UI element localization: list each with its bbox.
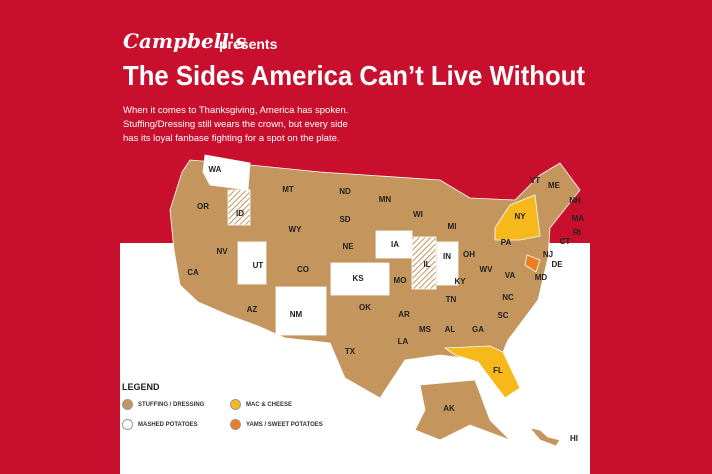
legend-item: STUFFING / DRESSING bbox=[122, 399, 222, 410]
presents: presents bbox=[219, 36, 278, 52]
state-label: LA bbox=[398, 337, 409, 346]
state-label: MS bbox=[419, 325, 432, 334]
state-label: FL bbox=[493, 366, 503, 375]
state-label: HI bbox=[570, 434, 578, 443]
legend-label: STUFFING / DRESSING bbox=[138, 401, 205, 408]
state-label: NJ bbox=[543, 250, 553, 259]
state-label: NV bbox=[216, 247, 228, 256]
state-label: NC bbox=[502, 293, 514, 302]
state-label: AL bbox=[445, 325, 456, 334]
legend-swatch bbox=[122, 399, 133, 410]
state-ny bbox=[494, 194, 541, 241]
state-label: WV bbox=[480, 265, 494, 274]
brand: Campbell's bbox=[123, 29, 246, 53]
legend-label: MASHED POTATOES bbox=[138, 421, 198, 428]
state-nm bbox=[275, 286, 327, 336]
state-label: CO bbox=[297, 265, 309, 274]
state-label: VT bbox=[530, 176, 540, 185]
state-il bbox=[411, 236, 437, 290]
state-label: GA bbox=[472, 325, 484, 334]
state-hi bbox=[528, 427, 561, 447]
state-label: UT bbox=[253, 261, 264, 270]
state-label: NY bbox=[514, 212, 526, 221]
state-label: NH bbox=[569, 196, 581, 205]
legend-item: MASHED POTATOES bbox=[122, 419, 222, 430]
state-label: VA bbox=[505, 271, 516, 280]
state-label: IA bbox=[391, 240, 399, 249]
state-label: KY bbox=[454, 277, 466, 286]
state-label: WI bbox=[413, 210, 423, 219]
state-label: MD bbox=[535, 273, 548, 282]
state-label: NM bbox=[290, 310, 303, 319]
legend-swatch bbox=[122, 419, 133, 430]
state-ut bbox=[237, 241, 267, 285]
state-label: CT bbox=[560, 237, 571, 246]
legend-item: MAC & CHEESE bbox=[230, 399, 330, 410]
state-label: ME bbox=[548, 181, 561, 190]
state-label: SC bbox=[497, 311, 508, 320]
state-label: IN bbox=[443, 252, 451, 261]
state-label: WY bbox=[289, 225, 303, 234]
state-label: ND bbox=[339, 187, 351, 196]
state-label: DE bbox=[551, 260, 563, 269]
intro-line: has its loyal fanbase fighting for a spo… bbox=[123, 133, 340, 144]
state-wa bbox=[202, 154, 251, 191]
state-label: NE bbox=[342, 242, 354, 251]
legend-label: YAMS / SWEET POTATOES bbox=[246, 421, 323, 428]
state-label: OH bbox=[463, 250, 475, 259]
state-in bbox=[436, 241, 459, 286]
legend-swatch bbox=[230, 419, 241, 430]
state-label: KS bbox=[352, 274, 364, 283]
state-label: TX bbox=[345, 347, 356, 356]
state-label: AZ bbox=[247, 305, 258, 314]
state-label: RI bbox=[573, 228, 581, 237]
legend-item: YAMS / SWEET POTATOES bbox=[230, 419, 330, 430]
title: The Sides America Can’t Live Without bbox=[123, 60, 585, 91]
state-id bbox=[227, 189, 251, 226]
state-ak bbox=[414, 379, 511, 441]
legend-title: LEGEND bbox=[122, 382, 160, 392]
state-label: AR bbox=[398, 310, 410, 319]
state-label: WA bbox=[209, 165, 222, 174]
state-label: OR bbox=[197, 202, 209, 211]
state-label: MO bbox=[394, 276, 407, 285]
state-label: TN bbox=[446, 295, 457, 304]
legend-label: MAC & CHEESE bbox=[246, 401, 293, 408]
map bbox=[169, 154, 581, 447]
intro-line: Stuffing/Dressing still wears the crown,… bbox=[123, 119, 348, 130]
legend-swatch bbox=[230, 399, 241, 410]
state-label: MA bbox=[572, 214, 585, 223]
state-label: PA bbox=[501, 238, 512, 247]
state-label: MT bbox=[282, 185, 294, 194]
state-label: IL bbox=[423, 260, 430, 269]
state-md bbox=[524, 254, 541, 273]
state-ks bbox=[330, 262, 390, 296]
state-label: MI bbox=[448, 222, 457, 231]
state-label: SD bbox=[339, 215, 350, 224]
state-label: CA bbox=[187, 268, 199, 277]
state-label: ID bbox=[236, 209, 244, 218]
state-label: OK bbox=[359, 303, 371, 312]
state-label: MN bbox=[379, 195, 392, 204]
intro-line: When it comes to Thanksgiving, America h… bbox=[123, 105, 348, 116]
state-fl bbox=[443, 345, 521, 399]
state-label: AK bbox=[443, 404, 455, 413]
